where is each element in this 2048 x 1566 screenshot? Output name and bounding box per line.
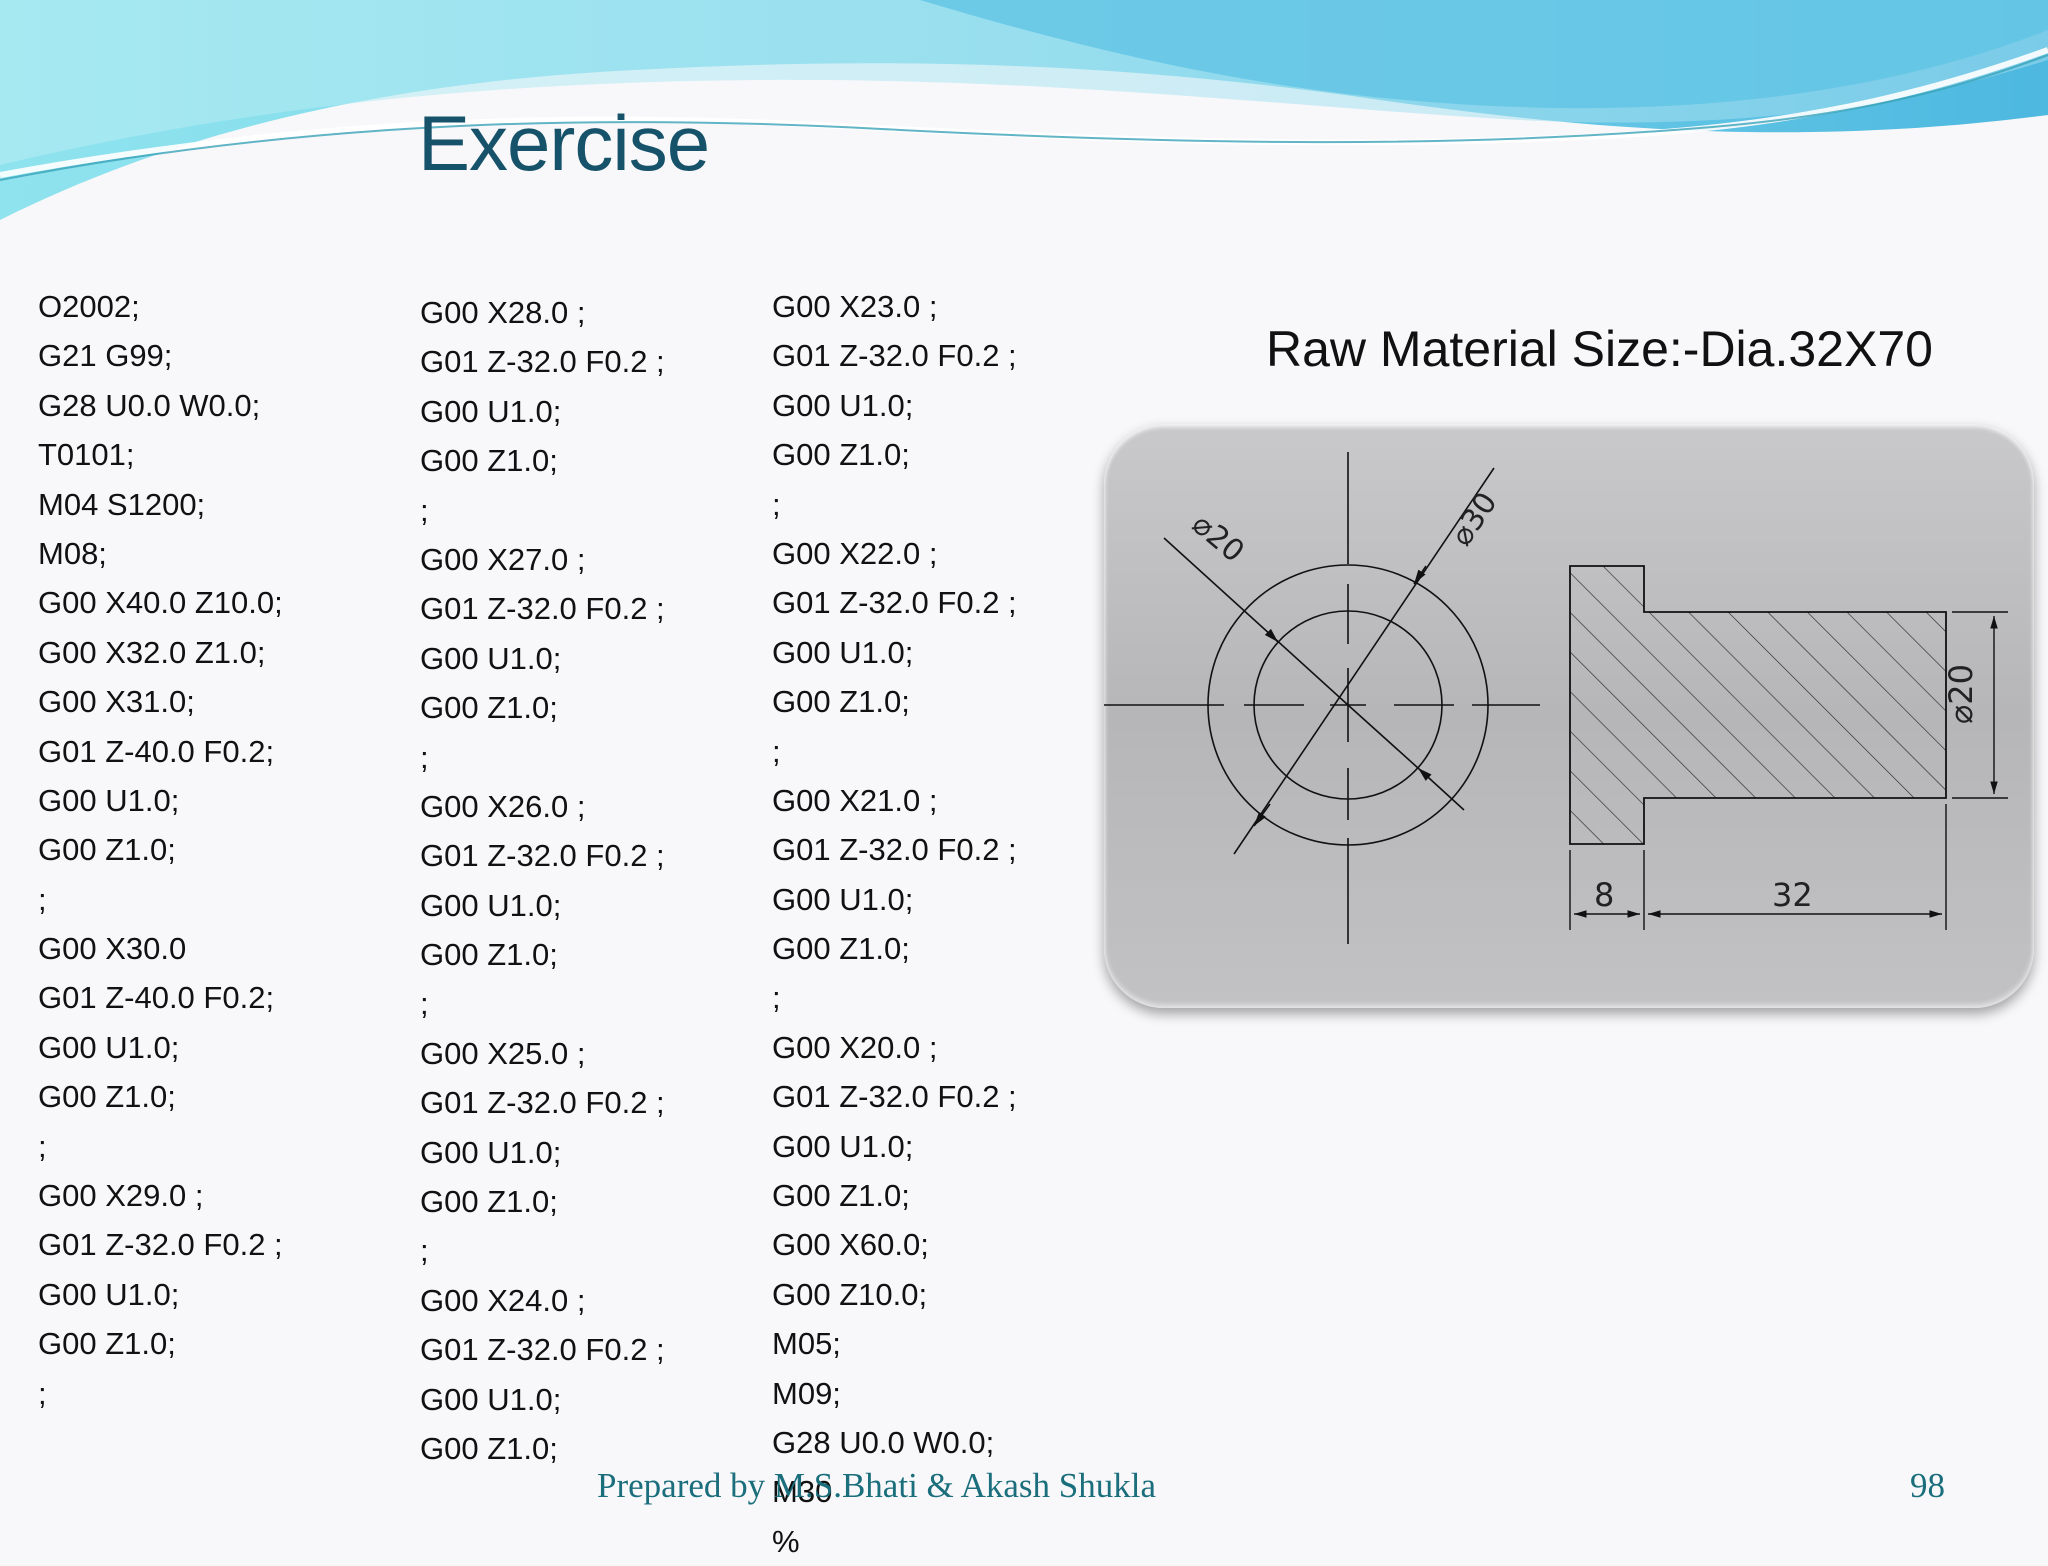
code-line: G00 U1.0;: [772, 387, 914, 423]
code-line: G00 Z1.0;: [38, 832, 176, 868]
code-line: G00 Z1.0;: [38, 1326, 176, 1362]
code-line: G00 X23.0 ;: [772, 289, 938, 324]
code-line: ;: [420, 986, 429, 1022]
code-line: G00 X40.0 Z10.0;: [38, 585, 283, 621]
code-line: G01 Z-32.0 F0.2 ;: [420, 344, 665, 380]
code-line: G00 X25.0 ;: [420, 1035, 586, 1071]
dim-inner-diameter: ⌀20: [1185, 507, 1251, 570]
slide-title: Exercise: [418, 99, 710, 187]
code-line: G00 X30.0: [38, 931, 187, 967]
code-line: ;: [772, 980, 781, 1016]
code-line: G00 Z1.0;: [38, 1079, 176, 1115]
code-line: ;: [772, 486, 781, 522]
code-line: G00 Z10.0;: [772, 1276, 928, 1312]
code-line: ;: [38, 881, 47, 917]
code-line: G00 U1.0;: [420, 1381, 562, 1417]
code-line: ;: [772, 733, 781, 769]
code-line: G01 Z-32.0 F0.2 ;: [772, 338, 1017, 374]
code-line: M09;: [772, 1375, 841, 1411]
code-line: G01 Z-32.0 F0.2 ;: [38, 1227, 283, 1263]
page-number: 98: [1910, 1466, 1945, 1505]
code-line: G00 Z1.0;: [420, 937, 558, 973]
code-line: G00 Z1.0;: [772, 437, 910, 473]
code-line: G00 Z1.0;: [772, 1178, 910, 1214]
code-line: G01 Z-32.0 F0.2 ;: [420, 1332, 665, 1368]
code-line: ;: [420, 492, 429, 528]
code-line: G00 Z1.0;: [772, 684, 910, 720]
code-line: M08;: [38, 535, 107, 571]
dim-shaft-length: 32: [1772, 876, 1813, 914]
part-drawing: ⌀20 ⌀30 8 32 ⌀20: [1104, 452, 2008, 944]
code-line: G00 Z1.0;: [420, 1430, 558, 1466]
code-line: G00 X27.0 ;: [420, 541, 586, 577]
code-line: G00 U1.0;: [420, 393, 562, 429]
dim-outer-diameter: ⌀30: [1444, 486, 1504, 552]
code-line: G00 U1.0;: [420, 640, 562, 676]
end-view: [1104, 452, 1540, 944]
code-line: G00 X20.0 ;: [772, 1029, 938, 1065]
code-line: O2002;: [38, 289, 140, 324]
code-line: ;: [420, 739, 429, 775]
header-wave-decoration: [0, 0, 2048, 220]
code-line: G28 U0.0 W0.0;: [38, 387, 261, 423]
code-line: G00 Z1.0;: [772, 931, 910, 967]
code-line: T0101;: [38, 437, 135, 473]
code-line: G00 U1.0;: [772, 1128, 914, 1164]
code-line: %: [772, 1523, 800, 1559]
code-line: G00 X29.0 ;: [38, 1178, 204, 1214]
code-line: G01 Z-32.0 F0.2 ;: [772, 585, 1017, 621]
dim-shaft-diameter: ⌀20: [1942, 664, 1980, 724]
code-line: G00 Z1.0;: [420, 1184, 558, 1220]
code-line: G01 Z-40.0 F0.2;: [38, 733, 275, 769]
code-line: ;: [38, 1128, 47, 1164]
code-line: G00 U1.0;: [420, 887, 562, 923]
code-line: M04 S1200;: [38, 486, 206, 522]
code-line: G00 X28.0 ;: [420, 295, 586, 330]
code-line: M05;: [772, 1326, 841, 1362]
code-line: G00 U1.0;: [772, 634, 914, 670]
part-drawing-panel: ⌀20 ⌀30 8 32 ⌀20: [1104, 424, 2034, 1008]
code-line: G01 Z-32.0 F0.2 ;: [420, 591, 665, 627]
code-line: G00 U1.0;: [772, 881, 914, 917]
code-line: G01 Z-32.0 F0.2 ;: [420, 838, 665, 874]
code-line: G00 U1.0;: [420, 1134, 562, 1170]
program-column-2: G00 X28.0 ; G01 Z-32.0 F0.2 ; G00 U1.0; G00…: [420, 288, 665, 1473]
code-line: G21 G99;: [38, 338, 173, 374]
code-line: G00 X26.0 ;: [420, 788, 586, 824]
code-line: G00 U1.0;: [38, 782, 180, 818]
code-line: ;: [38, 1375, 47, 1411]
code-line: G00 Z1.0;: [420, 443, 558, 479]
program-column-3: G00 X23.0 ; G01 Z-32.0 F0.2 ; G00 U1.0; G00…: [772, 282, 1017, 1566]
code-line: ;: [420, 1233, 429, 1269]
dim-head-length: 8: [1594, 876, 1614, 914]
code-line: G01 Z-32.0 F0.2 ;: [772, 832, 1017, 868]
code-line: G00 U1.0;: [38, 1029, 180, 1065]
code-line: G01 Z-32.0 F0.2 ;: [772, 1079, 1017, 1115]
code-line: G01 Z-32.0 F0.2 ;: [420, 1085, 665, 1121]
code-line: G00 X24.0 ;: [420, 1282, 586, 1318]
raw-material-label: Raw Material Size:-Dia.32X70: [1266, 321, 1933, 377]
program-column-1: O2002; G21 G99; G28 U0.0 W0.0; T0101; M04 S1…: [38, 282, 283, 1418]
side-section-view: [1569, 565, 2008, 930]
footer-credit: Prepared by M.S.Bhati & Akash Shukla: [597, 1466, 1156, 1505]
code-line: G00 X32.0 Z1.0;: [38, 634, 266, 670]
code-line: M30: [772, 1474, 833, 1510]
code-line: G01 Z-40.0 F0.2;: [38, 980, 275, 1016]
code-line: G00 X21.0 ;: [772, 782, 938, 818]
code-line: G00 Z1.0;: [420, 690, 558, 726]
code-line: G00 X60.0;: [772, 1227, 929, 1263]
code-line: G28 U0.0 W0.0;: [772, 1424, 995, 1460]
code-line: G00 X31.0;: [38, 684, 195, 720]
code-line: G00 X22.0 ;: [772, 535, 938, 571]
code-line: G00 U1.0;: [38, 1276, 180, 1312]
